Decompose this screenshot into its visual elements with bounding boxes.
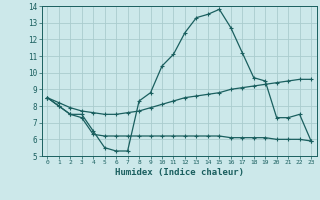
X-axis label: Humidex (Indice chaleur): Humidex (Indice chaleur): [115, 168, 244, 177]
